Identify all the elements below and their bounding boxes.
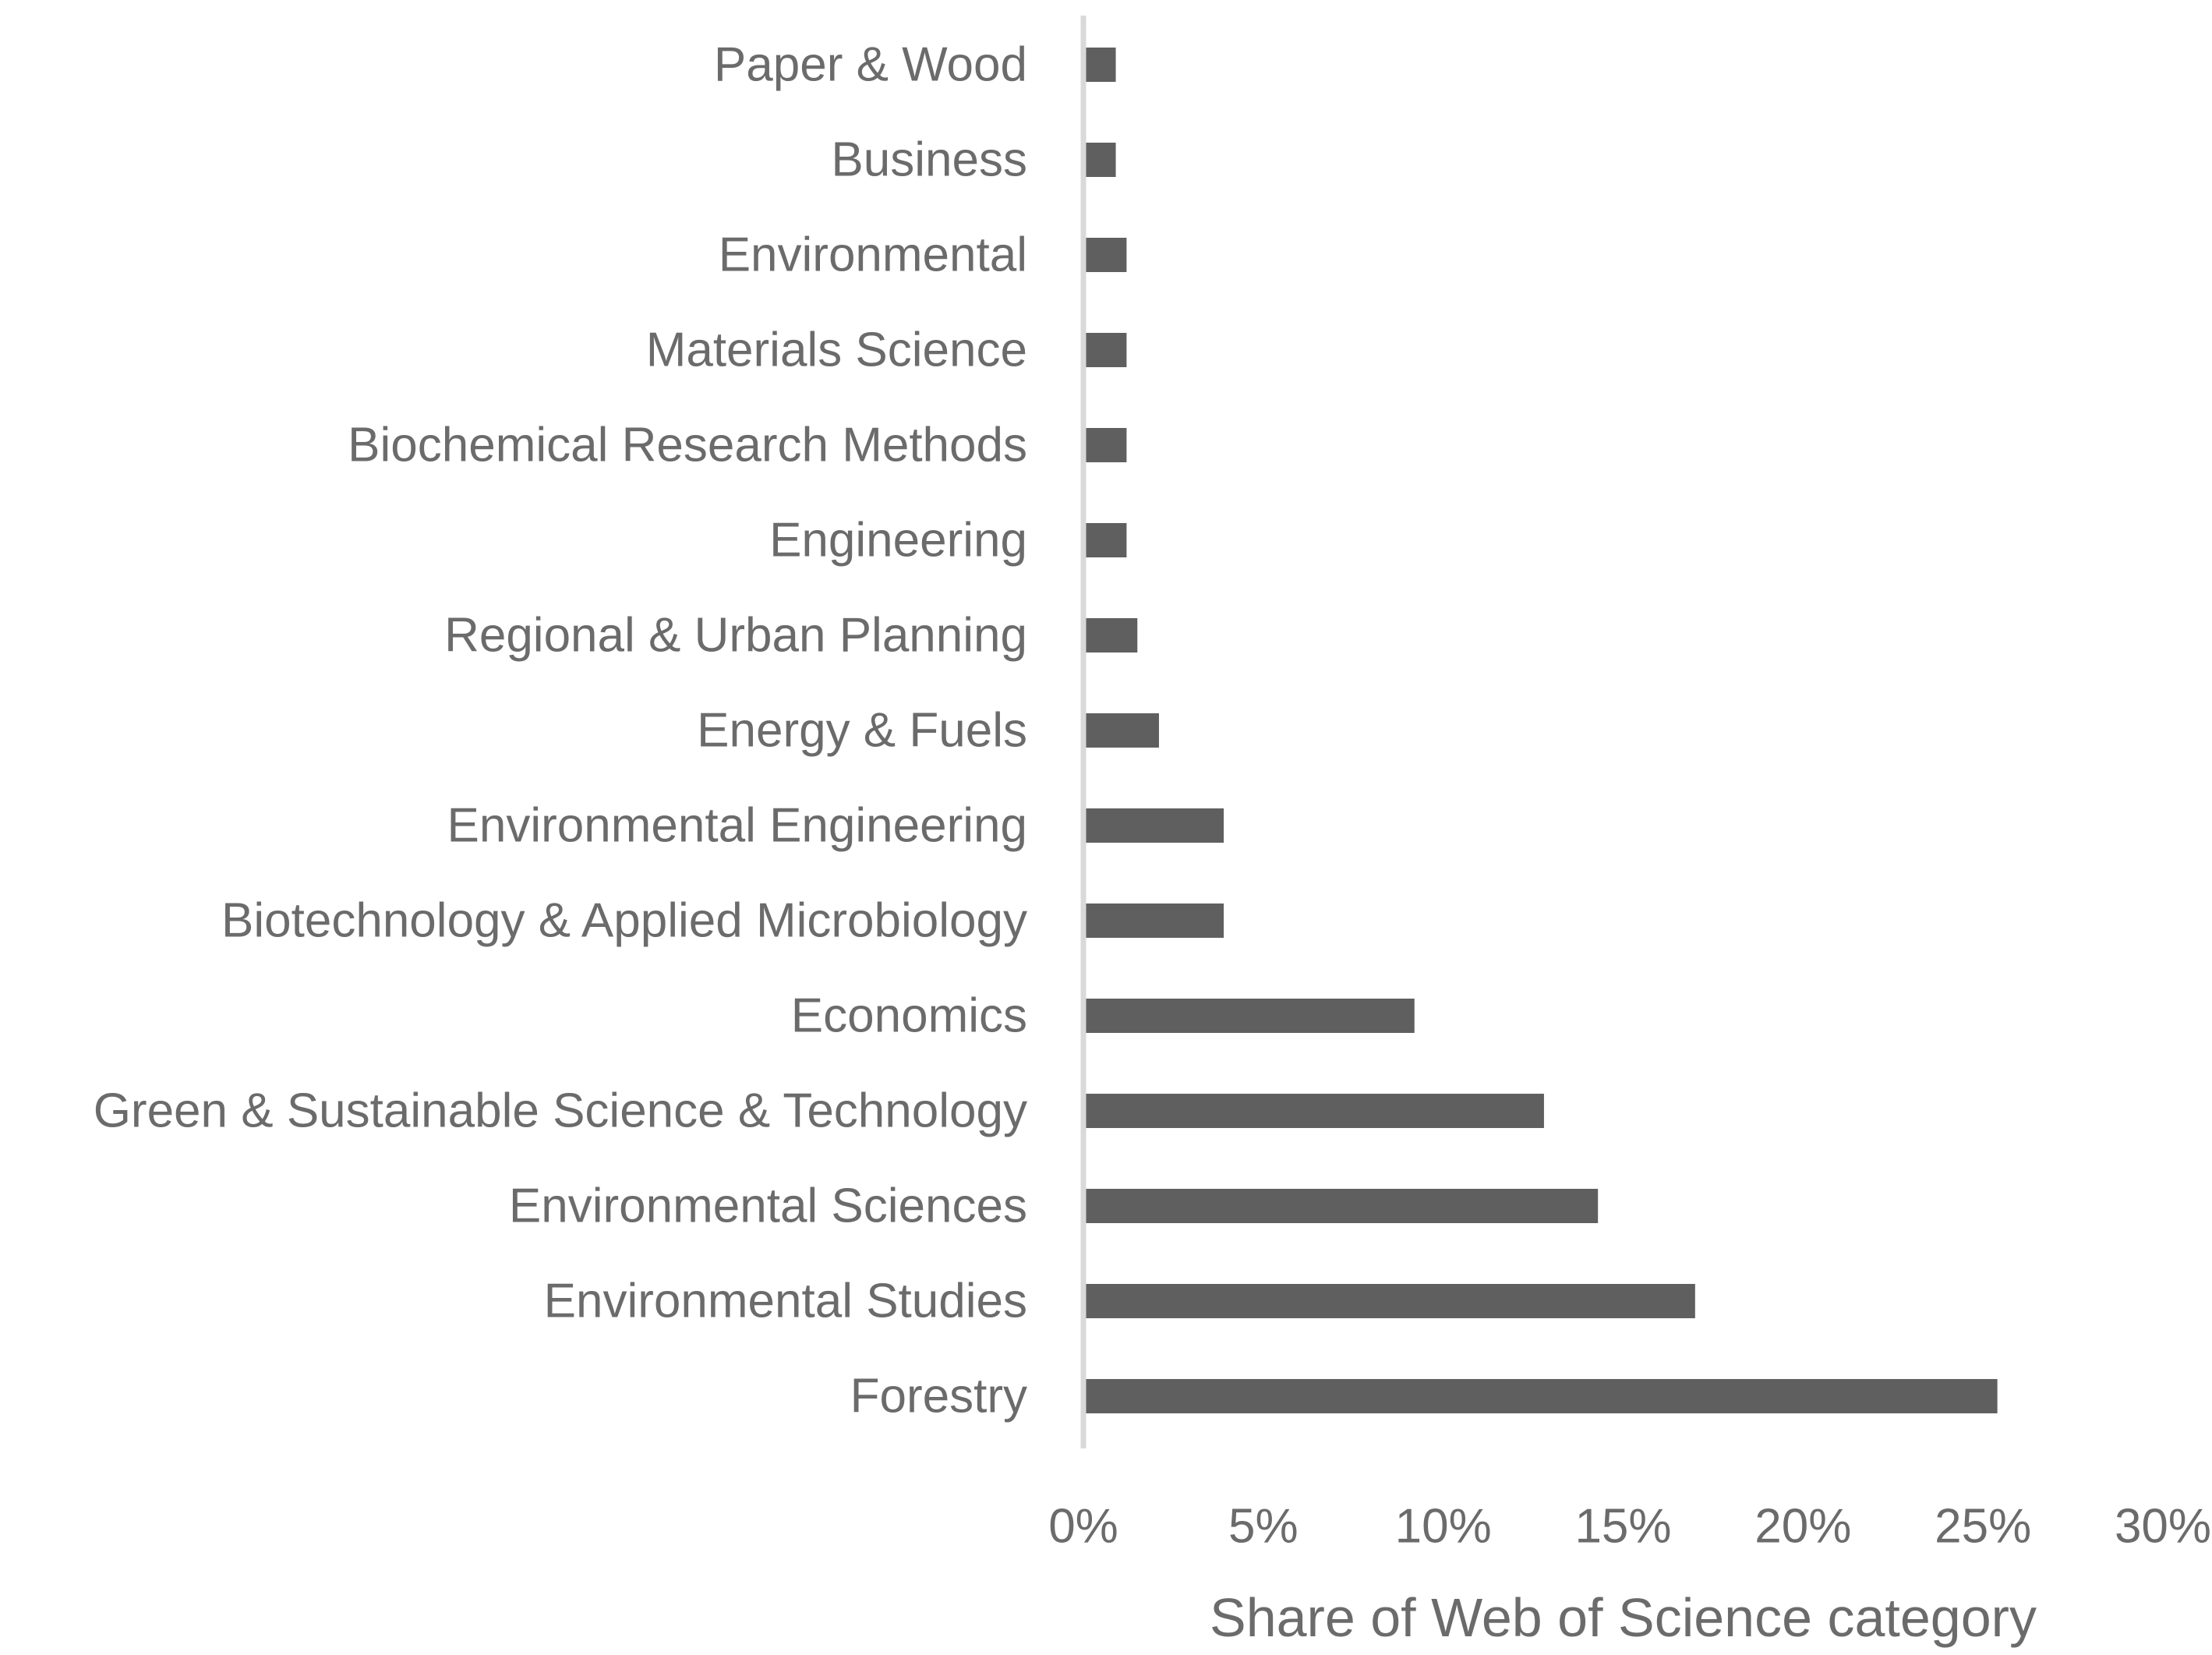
category-label-group: Paper & Wood Business Environmental Materia… xyxy=(94,38,1027,1423)
x-tick-label: 15% xyxy=(1574,1500,1671,1554)
bar xyxy=(1083,1284,1695,1318)
category-label: Environmental Studies xyxy=(544,1275,1027,1328)
bar-group xyxy=(1083,48,1998,1413)
category-label: Engineering xyxy=(769,514,1027,568)
category-label: Paper & Wood xyxy=(714,38,1027,92)
bar xyxy=(1083,333,1127,367)
x-tick-label: 20% xyxy=(1754,1500,1851,1554)
x-tick-label-group: 0% 5% 10% 15% 20% 25% 30% xyxy=(1048,1500,2211,1554)
bar xyxy=(1083,523,1127,557)
bar xyxy=(1083,48,1116,82)
x-tick-label: 5% xyxy=(1228,1500,1299,1554)
x-tick-label: 25% xyxy=(1935,1500,2031,1554)
bar xyxy=(1083,999,1415,1033)
category-label: Environmental Engineering xyxy=(447,799,1027,853)
category-label: Biochemical Research Methods xyxy=(348,419,1027,472)
x-tick-label: 10% xyxy=(1395,1500,1492,1554)
category-label: Green & Sustainable Science & Technology xyxy=(94,1084,1027,1138)
bar xyxy=(1083,238,1127,272)
category-label: Materials Science xyxy=(646,324,1027,377)
category-label: Energy & Fuels xyxy=(697,704,1027,758)
category-label: Environmental Sciences xyxy=(509,1179,1027,1233)
bar xyxy=(1083,428,1127,462)
bar xyxy=(1083,143,1116,177)
bar xyxy=(1083,1094,1544,1128)
bar xyxy=(1083,1379,1998,1413)
category-label: Business xyxy=(831,133,1027,187)
bar xyxy=(1083,808,1224,843)
category-label: Regional & Urban Planning xyxy=(444,609,1027,663)
bar xyxy=(1083,1189,1599,1223)
category-label: Biotechnology & Applied Microbiology xyxy=(221,894,1027,948)
x-tick-label: 30% xyxy=(2115,1500,2211,1554)
category-label: Forestry xyxy=(850,1370,1027,1423)
category-label: Environmental xyxy=(719,228,1027,282)
category-label: Economics xyxy=(791,989,1027,1043)
bar xyxy=(1083,713,1159,748)
x-tick-label: 0% xyxy=(1048,1500,1118,1554)
bar xyxy=(1083,904,1224,938)
bar xyxy=(1083,618,1138,652)
x-axis-title: Share of Web of Science category xyxy=(1210,1587,2037,1648)
